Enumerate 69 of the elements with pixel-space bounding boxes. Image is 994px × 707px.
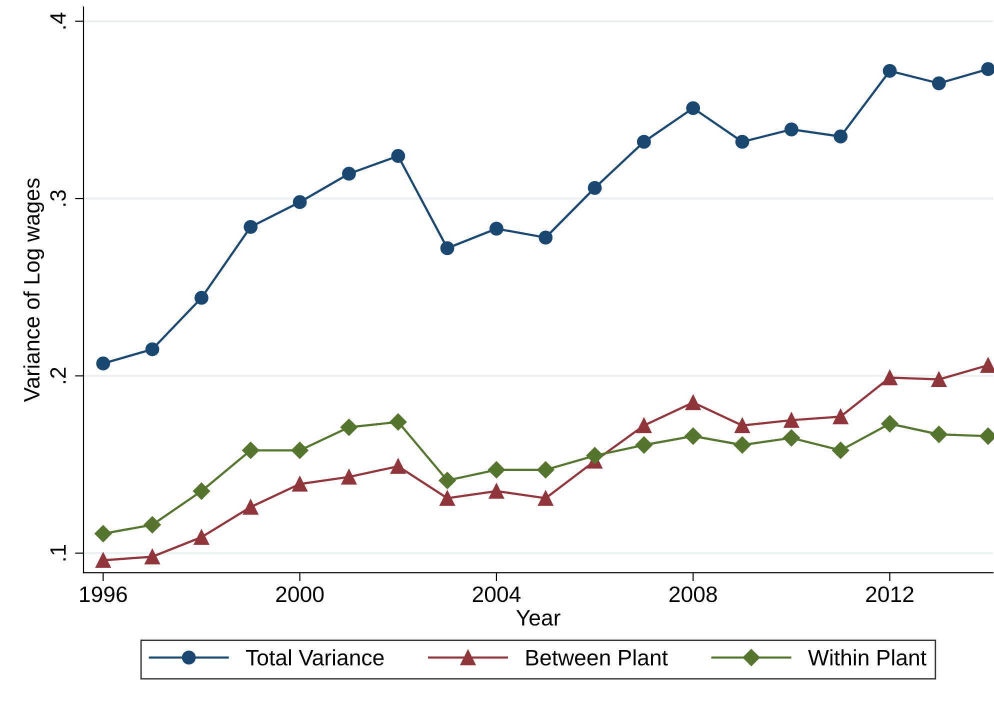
point xyxy=(244,220,258,234)
point xyxy=(932,76,946,90)
point xyxy=(488,483,504,499)
y-tick-label: .4 xyxy=(50,12,66,28)
point xyxy=(588,180,602,195)
point xyxy=(94,525,112,542)
point xyxy=(882,370,898,386)
point xyxy=(832,442,850,459)
point xyxy=(488,461,506,478)
x-tick-label: 2012 xyxy=(866,586,914,602)
point xyxy=(636,418,652,434)
point xyxy=(291,442,308,459)
point xyxy=(881,415,898,432)
point xyxy=(390,458,406,474)
point xyxy=(340,418,358,436)
point xyxy=(144,549,160,564)
point xyxy=(490,222,504,236)
point xyxy=(834,130,848,144)
point xyxy=(538,490,554,506)
y-tick-label: .1 xyxy=(50,544,66,560)
point xyxy=(734,436,751,454)
point xyxy=(537,461,554,478)
point xyxy=(735,134,750,149)
point xyxy=(930,426,948,443)
point xyxy=(440,490,455,506)
y-axis-title: Variance of Log wages xyxy=(23,178,44,402)
point xyxy=(980,358,994,373)
y-tick-label: .2 xyxy=(50,368,66,384)
point xyxy=(686,101,700,116)
point xyxy=(635,436,653,454)
point xyxy=(882,64,897,78)
point xyxy=(194,290,208,305)
point xyxy=(981,62,994,76)
point xyxy=(292,195,307,210)
x-tick-label: 1996 xyxy=(80,586,127,602)
point xyxy=(242,442,260,459)
point xyxy=(440,241,454,256)
point xyxy=(145,342,160,356)
point xyxy=(96,552,111,568)
point xyxy=(931,372,947,388)
legend-label: Between Plant xyxy=(526,649,668,666)
legend-label: Within Plant xyxy=(808,649,926,666)
point xyxy=(96,356,110,370)
point xyxy=(685,394,701,410)
point xyxy=(243,499,258,515)
point xyxy=(194,530,210,545)
point xyxy=(438,472,456,490)
point xyxy=(342,166,356,181)
point xyxy=(734,418,750,434)
point xyxy=(784,122,798,136)
point xyxy=(192,482,210,500)
x-tick-label: 2004 xyxy=(472,586,521,602)
legend-label: Total Variance xyxy=(246,649,384,666)
point xyxy=(586,447,604,464)
y-tick-label: .3 xyxy=(50,190,66,206)
point xyxy=(391,149,406,163)
x-tick-label: 2000 xyxy=(276,586,324,602)
point xyxy=(684,428,702,445)
point xyxy=(832,409,848,424)
point xyxy=(292,476,308,492)
point xyxy=(144,516,161,534)
x-tick-label: 2008 xyxy=(670,586,717,602)
x-axis-title: Year xyxy=(516,610,560,626)
point xyxy=(782,429,800,446)
point xyxy=(390,413,407,431)
point xyxy=(784,412,800,428)
point xyxy=(538,230,553,245)
point xyxy=(637,134,651,149)
point xyxy=(341,469,357,485)
